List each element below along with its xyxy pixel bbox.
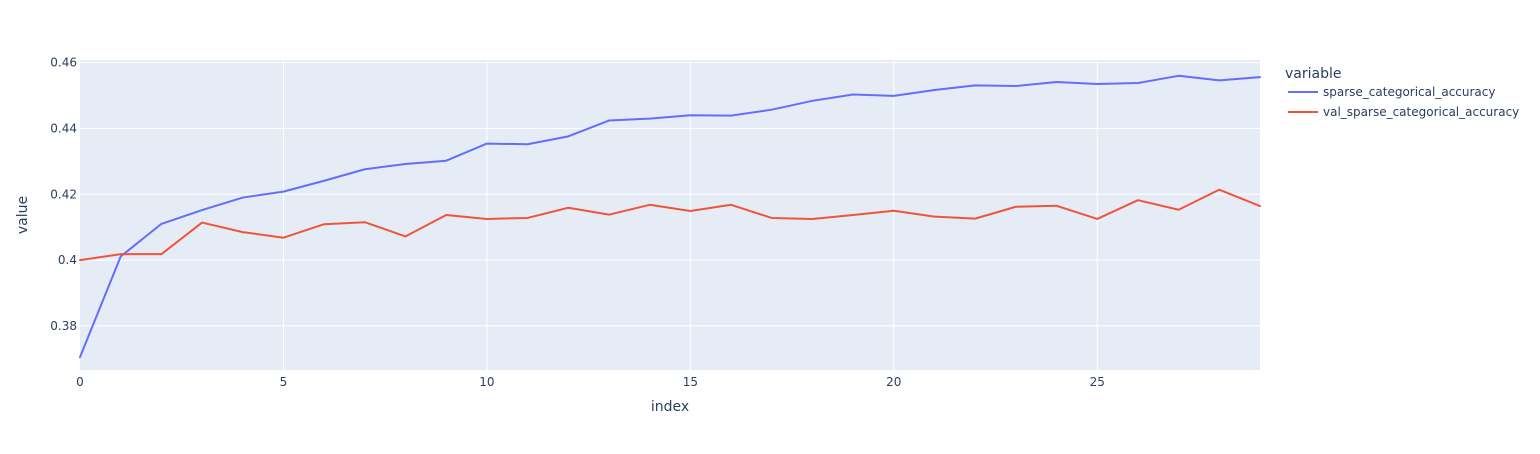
x-tick-label: 20 [886,375,901,389]
x-tick-label: 5 [280,375,288,389]
tick-labels: 0 5 10 15 20 25 0.38 0.4 0.42 0.44 0.46 [50,56,1105,389]
grid-lines [80,60,1260,370]
plot-background [80,60,1260,370]
x-tick-label: 25 [1090,375,1105,389]
x-tick-label: 15 [683,375,698,389]
legend-label-sparse-categorical-accuracy: sparse_categorical_accuracy [1323,85,1495,99]
y-tick-label: 0.4 [58,253,77,267]
legend-item-sparse-categorical-accuracy[interactable]: sparse_categorical_accuracy [1288,85,1495,99]
series-line-sparse-categorical-accuracy[interactable] [79,74,1261,359]
y-tick-label: 0.44 [50,121,77,135]
x-tick-label: 10 [479,375,494,389]
series-line-val-sparse-categorical-accuracy[interactable] [79,188,1261,262]
legend-item-val-sparse-categorical-accuracy[interactable]: val_sparse_categorical_accuracy [1288,105,1519,119]
legend-label-val-sparse-categorical-accuracy: val_sparse_categorical_accuracy [1323,105,1519,119]
y-tick-label: 0.38 [50,319,77,333]
legend: variable sparse_categorical_accuracy val… [1285,66,1519,119]
y-tick-label: 0.42 [50,187,77,201]
series-lines [79,74,1261,359]
x-tick-label: 0 [76,375,84,389]
legend-title: variable [1285,66,1341,82]
x-axis-title: index [651,399,689,415]
y-axis-title: value [15,196,31,234]
y-tick-label: 0.46 [50,56,77,70]
